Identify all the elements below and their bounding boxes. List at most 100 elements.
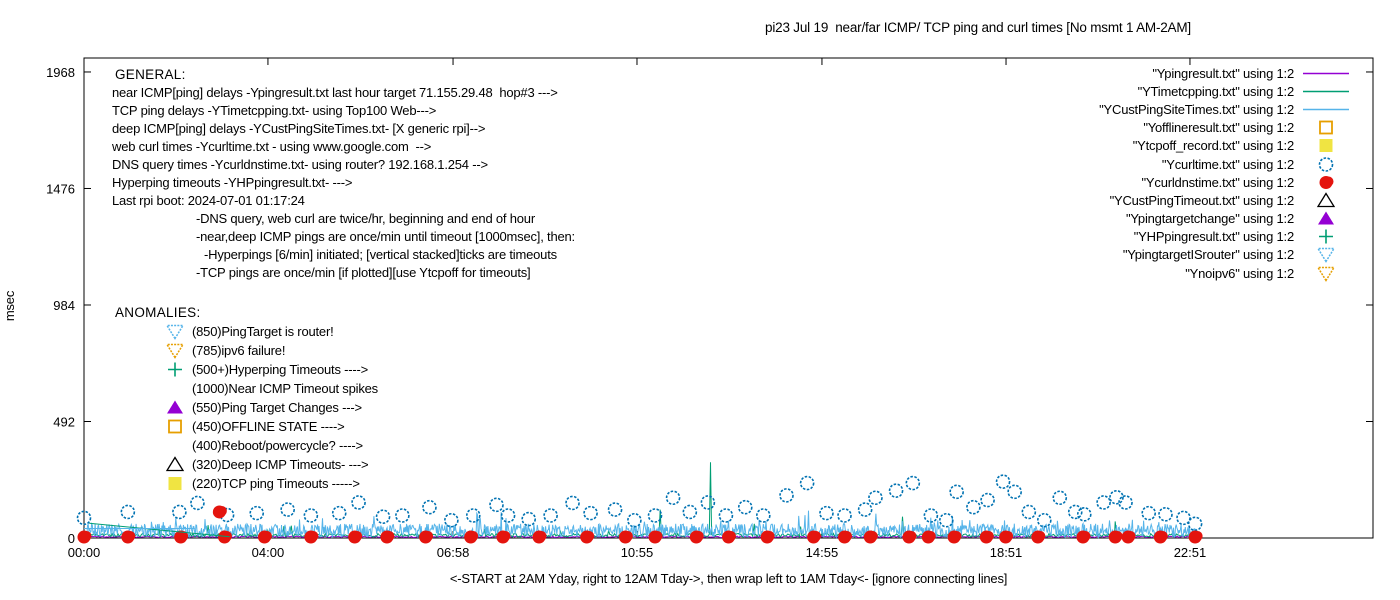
marker-circle-open xyxy=(351,495,366,510)
anomaly-text: (850)PingTarget is router! xyxy=(192,324,334,339)
legend-entry-Ycurldnstime.txt: "Ycurldnstime.txt" using 1:2 xyxy=(1099,173,1352,191)
marker-circle-open xyxy=(868,490,883,506)
legend-sample xyxy=(1300,210,1352,227)
legend-label: "Ypingresult.txt" using 1:2 xyxy=(1152,65,1294,81)
general-line: TCP ping delays -YTimetcpping.txt- using… xyxy=(112,103,437,118)
marker-circle-open xyxy=(888,483,904,498)
legend-entry-Ycurltime.txt: "Ycurltime.txt" using 1:2 xyxy=(1099,155,1352,173)
y-tick-label: 492 xyxy=(53,414,75,429)
anomaly-square-filled-icon xyxy=(158,475,192,492)
marker-circle-open xyxy=(1037,512,1052,528)
marker-circle-open xyxy=(779,488,794,503)
marker-blob xyxy=(1003,531,1014,542)
legend-sample-svg xyxy=(1319,229,1333,244)
marker-blob xyxy=(468,531,479,542)
legend-sample xyxy=(1300,137,1352,154)
marker-blob xyxy=(811,531,822,542)
general-line: -near,deep ICMP pings are once/min until… xyxy=(196,229,575,244)
marker-circle-open xyxy=(647,508,663,523)
legend-sample-svg xyxy=(1316,248,1336,264)
marker-blob xyxy=(726,531,736,542)
legend-sample xyxy=(1300,65,1352,82)
marker-blob xyxy=(536,531,547,542)
marker-blob xyxy=(1112,531,1123,542)
anomaly-row: (1000)Near ICMP Timeout spikes xyxy=(112,379,378,398)
marker-circle-open xyxy=(627,512,642,528)
anomaly-text: (550)Ping Target Changes ---> xyxy=(192,400,362,415)
marker-circle-open xyxy=(905,475,921,491)
legend-sample-svg xyxy=(1319,120,1333,135)
legend-sample xyxy=(1300,265,1352,282)
marker-blob xyxy=(423,531,434,542)
legend-sample-svg xyxy=(1303,108,1349,111)
marker-circle-open xyxy=(120,504,136,520)
marker-circle-open xyxy=(583,505,598,521)
anomaly-row: (500+)Hyperping Timeouts ----> xyxy=(112,360,378,379)
anomaly-text: (785)ipv6 failure! xyxy=(192,343,286,358)
anomaly-marker-svg xyxy=(165,456,185,472)
general-line: DNS query times -Ycurldnstime.txt- using… xyxy=(112,157,488,172)
general-annotation-block: GENERAL: near ICMP[ping] delays -Ypingre… xyxy=(112,66,575,282)
legend-sample-svg xyxy=(1318,156,1334,172)
general-line: -DNS query, web curl are twice/hr, begin… xyxy=(196,211,535,226)
anomaly-marker-svg xyxy=(165,343,185,359)
marker-circle-open xyxy=(718,508,734,523)
y-tick-label: 0 xyxy=(68,531,75,546)
marker-blob xyxy=(1035,531,1046,542)
anomaly-text: (400)Reboot/powercycle? ----> xyxy=(192,438,363,453)
marker-circle-open xyxy=(682,504,698,520)
marker-circle-open xyxy=(837,508,852,523)
marker-blob xyxy=(693,531,704,542)
x-tick-label: 10:55 xyxy=(621,545,654,560)
anomaly-text: (320)Deep ICMP Timeouts- ---> xyxy=(192,457,369,472)
legend-label: "Ycurltime.txt" using 1:2 xyxy=(1161,156,1294,172)
marker-blob xyxy=(384,531,395,542)
legend-sample-svg xyxy=(1319,139,1333,153)
marker-plus xyxy=(168,362,182,377)
general-line: Hyperping timeouts -YHPpingresult.txt- -… xyxy=(112,175,353,190)
marker-triangle-filled xyxy=(167,400,183,414)
legend-entry-YCustPingSiteTimes.txt: "YCustPingSiteTimes.txt" using 1:2 xyxy=(1099,100,1352,118)
marker-circle-open xyxy=(923,508,939,523)
marker-blob xyxy=(500,531,511,542)
marker-circle-open xyxy=(1007,484,1022,500)
general-lines: near ICMP[ping] delays -Ypingresult.txt … xyxy=(112,84,575,282)
anomaly-row: (400)Reboot/powercycle? ----> xyxy=(112,436,378,455)
marker-blob xyxy=(1125,531,1136,542)
legend-entry-Ytcpoff_record.txt: "Ytcpoff_record.txt" using 1:2 xyxy=(1099,137,1352,155)
anomaly-triangle-open-icon xyxy=(158,456,192,473)
marker-circle-open xyxy=(1021,504,1037,520)
legend-label: "Ynoipv6" using 1:2 xyxy=(1185,265,1294,281)
marker-circle-open xyxy=(1141,505,1157,521)
y-tick-label: 984 xyxy=(53,298,75,313)
x-axis-label: <-START at 2AM Yday, right to 12AM Tday-… xyxy=(449,571,1008,586)
marker-triangle-down-open xyxy=(1316,248,1336,264)
anomaly-triangle-filled-icon xyxy=(158,399,192,416)
marker-circle-open xyxy=(489,497,504,513)
marker-triangle-down-open xyxy=(165,324,185,340)
marker-blob xyxy=(261,531,272,542)
marker-blob xyxy=(622,531,633,542)
marker-square-filled xyxy=(168,477,182,490)
marker-circle-open xyxy=(444,512,459,528)
anomaly-marker-svg xyxy=(168,477,182,490)
legend-sample-svg xyxy=(1318,211,1334,225)
marker-circle-open xyxy=(1052,490,1068,506)
x-tick-label: 06:58 xyxy=(437,545,470,560)
marker-circle-open xyxy=(565,495,580,511)
legend-label: "YTimetcpping.txt" using 1:2 xyxy=(1137,83,1295,99)
legend-entry-YCustPingTimeout.txt: "YCustPingTimeout.txt" using 1:2 xyxy=(1099,191,1352,209)
marker-square-open xyxy=(168,419,182,434)
marker-triangle-down-open xyxy=(165,343,185,359)
marker-blob xyxy=(178,531,189,542)
marker-blob xyxy=(1080,531,1091,542)
marker-circle-open xyxy=(819,505,834,521)
marker-circle-open xyxy=(543,508,558,523)
marker-circle-open xyxy=(1187,516,1203,532)
marker-triangle-down-open xyxy=(1316,266,1336,282)
marker-square-open xyxy=(1319,120,1333,135)
marker-blob xyxy=(1157,531,1168,542)
marker-blob xyxy=(925,531,936,542)
legend-sample xyxy=(1300,246,1352,264)
